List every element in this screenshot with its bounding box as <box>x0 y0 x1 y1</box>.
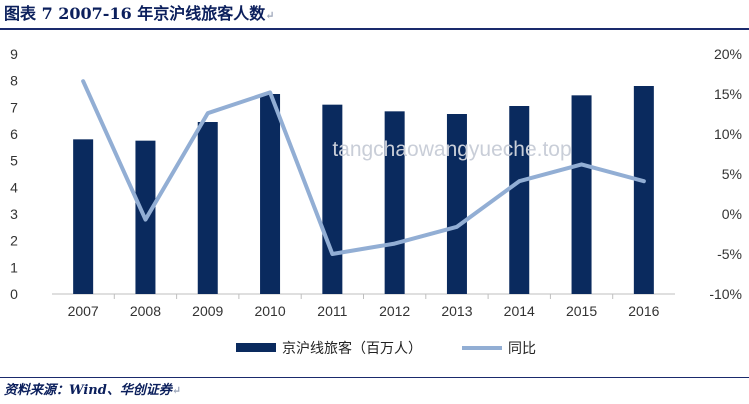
x-tick-label: 2009 <box>192 303 223 319</box>
y-left-tick-label: 8 <box>10 73 18 89</box>
y-left-tick-label: 3 <box>10 206 18 222</box>
y-left-tick-label: 7 <box>10 99 18 115</box>
legend-line-label: 同比 <box>508 341 536 357</box>
yoy-line <box>81 79 646 256</box>
y-right-tick-label: -5% <box>717 246 742 262</box>
return-mark-icon: ↵ <box>265 9 275 22</box>
y-right-tick-label: -10% <box>709 286 742 302</box>
x-tick-label: 2012 <box>379 303 410 319</box>
y-left-tick-label: 0 <box>10 286 18 302</box>
legend-bar-label: 京沪线旅客（百万人） <box>282 340 422 357</box>
x-tick-label: 2013 <box>441 303 472 319</box>
y-left-tick-label: 5 <box>10 153 18 169</box>
figure-title: 图表 7 2007-16 年京沪线旅客人数↵ <box>4 2 275 26</box>
watermark-text: tangchaowangyueche.top <box>332 138 571 161</box>
y-left-tick-label: 9 <box>10 46 18 62</box>
footer-divider <box>0 377 749 378</box>
y-right-tick-label: 5% <box>722 166 742 182</box>
y-left-tick-label: 1 <box>10 259 18 275</box>
y-left-tick-label: 6 <box>10 126 18 142</box>
legend-bar-swatch <box>236 343 276 352</box>
return-mark-icon: ↵ <box>171 384 182 397</box>
figure-title-text: 图表 7 2007-16 年京沪线旅客人数 <box>4 4 266 23</box>
bar <box>509 106 530 294</box>
bar <box>197 122 218 294</box>
x-tick-label: 2016 <box>628 303 659 319</box>
x-tick-label: 2015 <box>566 303 597 319</box>
legend: 京沪线旅客（百万人） 同比 <box>236 340 536 357</box>
y-right-tick-label: 20% <box>714 46 742 62</box>
bar <box>446 114 467 294</box>
bar <box>260 94 281 294</box>
x-tick-label: 2007 <box>68 303 99 319</box>
source-text: 资料来源：Wind、华创证券 <box>4 383 172 398</box>
bar <box>322 104 343 295</box>
title-divider <box>0 28 749 30</box>
source-note: 资料来源：Wind、华创证券↵ <box>4 380 181 402</box>
bar <box>73 139 94 294</box>
axis-layer: 2007 2008 2009 2010 2011 2012 2013 2014 2015 2016… <box>10 46 742 319</box>
line-layer <box>81 79 646 256</box>
bar <box>633 86 654 294</box>
x-tick-label: 2010 <box>254 303 285 319</box>
y-right-tick-label: 0% <box>722 206 742 222</box>
y-left-tick-label: 2 <box>10 233 18 249</box>
bar <box>571 95 592 294</box>
x-tick-label: 2011 <box>317 303 347 319</box>
bar <box>384 111 405 294</box>
y-left-tick-label: 4 <box>10 179 18 195</box>
bars-layer <box>73 86 654 295</box>
x-tick-label: 2008 <box>130 303 161 319</box>
y-right-tick-label: 15% <box>714 86 742 102</box>
y-right-tick-label: 10% <box>714 126 742 142</box>
chart-area: 2007 2008 2009 2010 2011 2012 2013 2014 2015 2016… <box>10 46 742 357</box>
x-tick-label: 2014 <box>504 303 535 319</box>
